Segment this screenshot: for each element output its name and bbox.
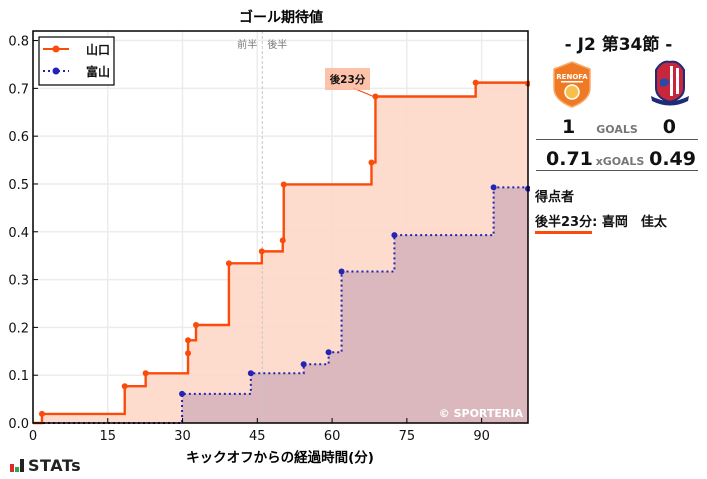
svg-text:後23分: 後23分 <box>329 73 366 86</box>
scorer-item: 後半23分: 喜岡 佳太 <box>535 211 667 234</box>
svg-text:RENOFA: RENOFA <box>556 73 588 81</box>
svg-text:0.5: 0.5 <box>8 178 29 193</box>
svg-text:60: 60 <box>324 429 341 444</box>
svg-text:15: 15 <box>99 429 116 444</box>
renofa-yamaguchi-crest-icon: RENOFA <box>550 60 594 108</box>
round-title: - J2 第34節 - <box>564 35 673 55</box>
goal-annotation: 後23分 <box>325 68 374 98</box>
series-fills <box>33 82 528 423</box>
svg-text:0: 0 <box>29 429 37 444</box>
axes: 0 15 30 45 60 75 90 0.0 0.1 0.2 0.3 0.4 0.5 0.6 0.7 0.8 <box>8 30 529 444</box>
svg-text:0.1: 0.1 <box>8 369 29 384</box>
goals-row: 1 GOALS 0 <box>536 115 698 140</box>
svg-text:0.2: 0.2 <box>8 321 29 336</box>
stats-logo: STATs <box>10 456 81 475</box>
home-goals: 1 <box>562 116 576 138</box>
kataller-toyama-crest-icon <box>648 58 692 106</box>
xgoals-row: 0.71 xGOALS 0.49 <box>536 146 698 171</box>
chart-title: ゴール期待値 <box>239 9 323 26</box>
svg-text:90: 90 <box>473 429 490 444</box>
watermark: © SPORTERIA <box>439 407 524 420</box>
xgoals-label: xGOALS <box>595 155 645 168</box>
home-xg: 0.71 <box>546 148 593 170</box>
series-lines <box>33 79 530 425</box>
scorer-name: : 喜岡 佳太 <box>592 215 667 230</box>
halftime-marker: 前半 後半 <box>237 31 287 423</box>
match-panel: - J2 第34節 - RENOFA 1 GOALS 0 0.71 xGOALS… <box>530 0 707 479</box>
svg-text:0.4: 0.4 <box>8 226 29 241</box>
svg-text:45: 45 <box>249 429 266 444</box>
stats-bars-icon <box>10 459 24 472</box>
stats-logo-text: STATs <box>28 456 82 475</box>
away-goals: 0 <box>662 116 676 138</box>
svg-text:前半: 前半 <box>237 38 257 51</box>
svg-text:0.8: 0.8 <box>8 35 29 50</box>
svg-text:富山: 富山 <box>86 64 110 79</box>
x-axis-label: キックオフからの経過時間(分) <box>186 449 374 466</box>
xg-chart: 前半 後半 後23分 0 15 30 45 60 75 90 0.0 0.1 0.2 0.3 0.4 0.… <box>8 9 530 466</box>
svg-text:30: 30 <box>174 429 191 444</box>
scorers-title: 得点者 <box>535 190 575 205</box>
away-xg: 0.49 <box>649 148 696 170</box>
svg-text:0.3: 0.3 <box>8 274 29 289</box>
svg-text:0.7: 0.7 <box>8 82 29 97</box>
svg-text:75: 75 <box>399 429 416 444</box>
svg-text:0.6: 0.6 <box>8 130 29 145</box>
goals-label: GOALS <box>596 123 638 136</box>
scorer-time: 後半23分 <box>535 215 593 234</box>
svg-text:後半: 後半 <box>267 38 287 51</box>
svg-text:0.0: 0.0 <box>8 417 29 432</box>
svg-text:山口: 山口 <box>86 42 110 57</box>
